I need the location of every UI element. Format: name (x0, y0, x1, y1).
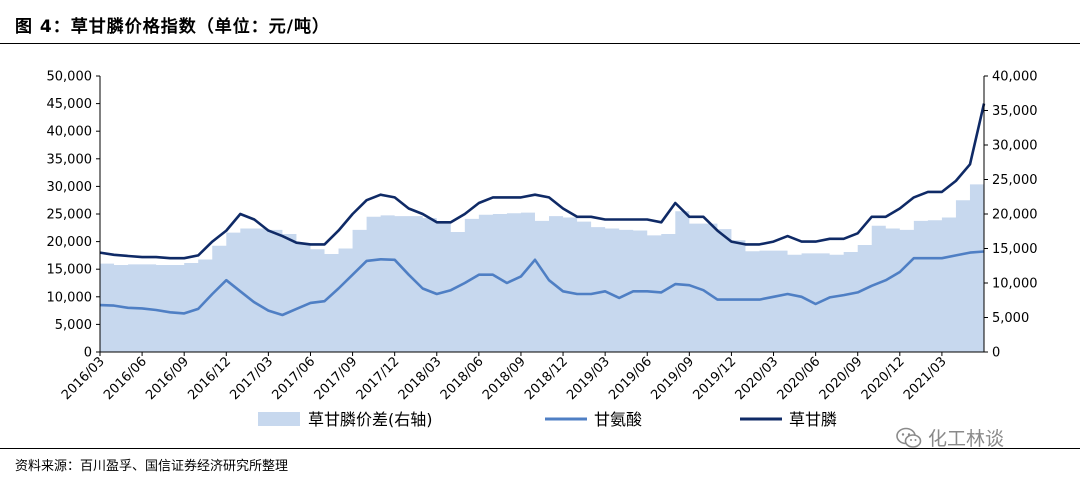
x-tick-label: 2019/12 (690, 354, 739, 403)
left-tick-label: 50,000 (47, 70, 93, 85)
watermark-label: 化工林谈 (928, 428, 1005, 450)
right-tick-label: 40,000 (992, 70, 1038, 85)
left-tick-label: 10,000 (47, 290, 93, 305)
title-bar: 图 4：草甘膦价格指数（单位：元/吨） (0, 0, 1080, 44)
x-tick-label: 2020/12 (859, 354, 908, 403)
x-tick-label: 2018/03 (396, 354, 445, 403)
left-tick-label: 45,000 (47, 97, 93, 112)
right-tick-label: 5,000 (992, 311, 1029, 326)
watermark: 化工林谈 (896, 424, 1004, 451)
legend-label-glyphosate: 草甘膦 (789, 410, 837, 429)
x-tick-label: 2017/12 (354, 354, 403, 403)
x-tick-label: 2016/09 (143, 354, 192, 403)
left-tick-label: 5,000 (55, 318, 92, 333)
left-tick-label: 25,000 (47, 208, 93, 223)
x-tick-label: 2018/06 (438, 354, 487, 403)
left-tick-label: 20,000 (47, 235, 93, 250)
x-tick-label: 2017/03 (227, 354, 276, 403)
x-tick-label: 2021/03 (901, 354, 950, 403)
x-tick-label: 2018/09 (480, 354, 529, 403)
x-tick-label: 2016/03 (59, 354, 108, 403)
right-tick-label: 10,000 (992, 277, 1038, 292)
footer-divider (0, 448, 1080, 449)
left-tick-label: 15,000 (47, 263, 93, 278)
right-tick-label: 30,000 (992, 139, 1038, 154)
legend-swatch-spread (258, 412, 300, 426)
left-tick-label: 0 (84, 346, 92, 361)
legend-label-glycine: 甘氨酸 (594, 410, 642, 429)
right-tick-label: 0 (992, 346, 1000, 361)
left-tick-label: 30,000 (47, 180, 93, 195)
x-tick-label: 2019/09 (648, 354, 697, 403)
right-tick-label: 20,000 (992, 208, 1038, 223)
right-tick-label: 25,000 (992, 173, 1038, 188)
x-tick-label: 2019/03 (564, 354, 613, 403)
glyphosate-price-chart: 0 5,000 10,000 15,000 20,000 25,000 30,000 35,0… (47, 70, 1038, 430)
wechat-icon (896, 427, 922, 448)
source-note: 资料来源：百川盈孚、国信证券经济研究所整理 (15, 459, 289, 474)
figure-title: 图 4：草甘膦价格指数（单位：元/吨） (15, 17, 330, 37)
spread-area (100, 140, 984, 352)
right-tick-label: 35,000 (992, 104, 1038, 119)
x-tick-label: 2019/06 (606, 354, 655, 403)
x-tick-label: 2020/09 (817, 354, 866, 403)
x-tick-label: 2017/06 (270, 354, 319, 403)
left-tick-label: 35,000 (47, 152, 93, 167)
x-tick-label: 2016/06 (101, 354, 150, 403)
left-tick-label: 40,000 (47, 125, 93, 140)
x-tick-label: 2020/03 (733, 354, 782, 403)
right-tick-label: 15,000 (992, 242, 1038, 257)
x-tick-label: 2016/12 (185, 354, 234, 403)
glycine-line (99, 250, 985, 317)
glyphosate-line (99, 103, 986, 260)
x-tick-label: 2020/06 (775, 354, 824, 403)
x-tick-label: 2018/12 (522, 354, 571, 403)
legend-label-spread: 草甘膦价差(右轴) (308, 410, 433, 429)
x-tick-label: 2017/09 (312, 354, 361, 403)
